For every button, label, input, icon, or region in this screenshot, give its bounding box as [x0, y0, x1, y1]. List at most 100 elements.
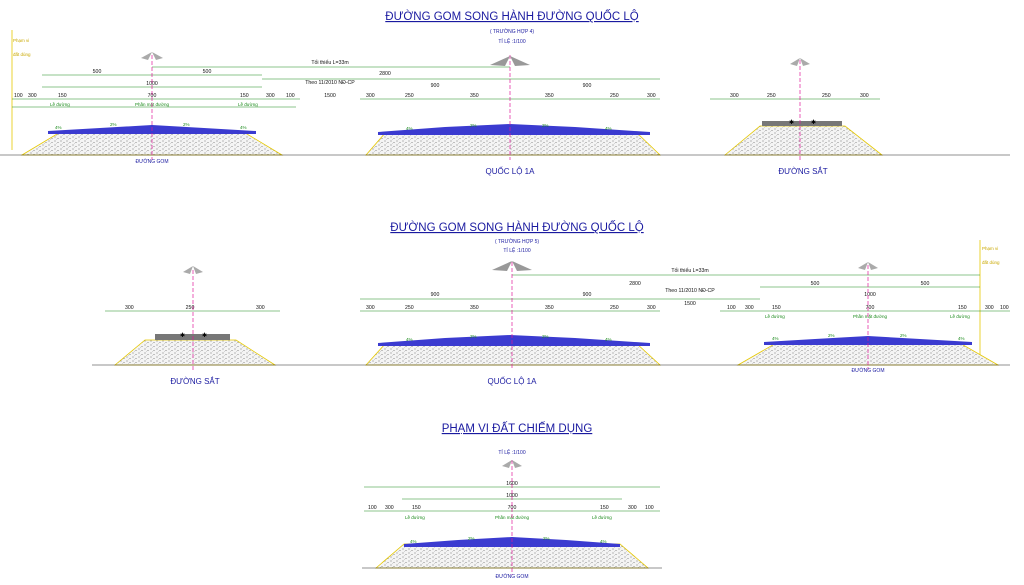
lamp-icon-s2a-r — [193, 266, 203, 274]
lamp-icon-s2c-l — [858, 262, 868, 270]
rail-bed-s2 — [155, 334, 230, 340]
dim-250-s1a: 250 — [405, 93, 414, 99]
section3-title: PHẠM VI ĐẤT CHIẾM DỤNG — [442, 422, 593, 435]
lamp-icon-s1c-l — [790, 58, 800, 66]
dim-toi-thieu-s2: Tối thiểu L=33m — [671, 267, 708, 274]
embankment-quoc-lo-s1 — [365, 131, 661, 156]
dim-300-s2a: 300 — [125, 305, 134, 311]
dim-1500-s2: 1500 — [684, 301, 696, 307]
section1-case: ( TRƯỜNG HỢP 4) — [490, 28, 534, 35]
dim-900-s1a: 900 — [431, 83, 440, 89]
dim-300-s1c: 300 — [366, 93, 375, 99]
slope-4-s2d: 4% — [958, 336, 965, 341]
dim-700-s1: 700 — [148, 93, 157, 99]
pavement-quoc-lo-s2 — [378, 335, 650, 346]
slope-4-s2c: 4% — [772, 336, 779, 341]
dim-300-s2b: 300 — [256, 305, 265, 311]
slope-2-s3a: 2% — [468, 536, 475, 541]
note-pham-vi: Phạm vi — [13, 38, 29, 43]
label-le-duong-s2a: Lề đường — [765, 314, 785, 319]
dim-300-s1a: 300 — [28, 93, 37, 99]
label-phan-mat-duong-s2: Phần mặt đường — [853, 314, 887, 319]
embankment-duong-sat-s1 — [723, 125, 884, 156]
section2-case: ( TRƯỜNG HỢP 5) — [495, 238, 539, 245]
pavement-quoc-lo-s1 — [378, 124, 650, 135]
dim-100-s2a: 100 — [727, 305, 736, 311]
slope-4-s1c: 4% — [406, 126, 413, 131]
note-dat-dung-s2: đất dùng — [982, 260, 1000, 265]
label-le-duong-s1a: Lề đường — [50, 102, 70, 107]
embankment-quoc-lo-s2 — [365, 342, 662, 366]
dim-100-s1a: 100 — [14, 93, 23, 99]
section1-title: ĐƯỜNG GOM SONG HÀNH ĐƯỜNG QUỐC LỘ — [385, 9, 638, 23]
dim-300-s2e: 300 — [745, 305, 754, 311]
dim-500-b: 500 — [203, 69, 212, 75]
section2-scale: TỈ LỆ :1/100 — [503, 246, 530, 254]
dim-100-s3a: 100 — [368, 505, 377, 511]
lamp-icon-s2b-l — [492, 261, 512, 271]
dim-300-s3b: 300 — [628, 505, 637, 511]
dim-500-a: 500 — [93, 69, 102, 75]
centerlines-s1 — [151, 55, 801, 160]
dim-300-s2d: 300 — [647, 305, 656, 311]
dim-150-s3a: 150 — [412, 505, 421, 511]
dim-250-s1b: 250 — [610, 93, 619, 99]
rail-mark-b-s1: ✱ — [811, 119, 816, 126]
slope-2-s3b: 2% — [543, 536, 550, 541]
label-quoc-lo-s1: QUỐC LỘ 1A — [486, 166, 536, 176]
dim-300-s2c: 300 — [366, 305, 375, 311]
dim-250-s1d: 250 — [822, 93, 831, 99]
dim-300-s3a: 300 — [385, 505, 394, 511]
note-pham-vi-s2: Phạm vi — [982, 246, 998, 251]
label-quoc-lo-s2: QUỐC LỘ 1A — [488, 376, 538, 386]
dim-1500-s1: 1500 — [324, 93, 336, 99]
dim-1000-s2: 1000 — [864, 292, 876, 298]
dim-150-s1a: 150 — [58, 93, 67, 99]
lamp-icon-s1b-l — [490, 56, 510, 66]
dim-300-s1e: 300 — [730, 93, 739, 99]
dim-theo-nd-s2: Theo 11/2010 NĐ-CP — [665, 288, 715, 294]
dim-300-s1d: 300 — [647, 93, 656, 99]
slope-2-s2b: 2% — [542, 334, 549, 339]
slope-2-s1b: 2% — [183, 122, 190, 127]
dim-300-s1f: 300 — [860, 93, 869, 99]
label-le-duong-s3a: Lề đường — [405, 515, 425, 520]
label-le-duong-s3b: Lề đường — [592, 515, 612, 520]
dim-250-s1c: 250 — [767, 93, 776, 99]
slope-4-s3a: 4% — [410, 539, 417, 544]
dim-1000-s1: 1000 — [146, 81, 158, 87]
rail-bed-s1 — [762, 121, 842, 126]
slope-4-s3b: 4% — [600, 539, 607, 544]
label-le-duong-s2b: Lề đường — [950, 314, 970, 319]
label-duong-sat-s1: ĐƯỜNG SẮT — [778, 167, 827, 176]
dim-700-s2: 700 — [866, 305, 875, 311]
dim-150-s2a: 150 — [772, 305, 781, 311]
dim-900-s1b: 900 — [583, 83, 592, 89]
embankment-duong-sat-s2 — [113, 339, 277, 366]
dim-350-s2b: 350 — [545, 305, 554, 311]
dim-350-s1a: 350 — [470, 93, 479, 99]
slope-2-s1d: 2% — [542, 123, 549, 128]
slope-2-s1a: 2% — [110, 122, 117, 127]
lamp-icon-s1a-l — [141, 52, 152, 60]
rail-mark-a-s2: ✱ — [180, 332, 185, 339]
dim-300-s1b: 300 — [266, 93, 275, 99]
dim-lines-s2 — [105, 274, 1010, 312]
section2-title: ĐƯỜNG GOM SONG HÀNH ĐƯỜNG QUỐC LỘ — [390, 220, 643, 234]
dim-2800-s1: 2800 — [379, 71, 391, 77]
slope-2-s2d: 2% — [900, 333, 907, 338]
lamp-icon-s1b-r — [510, 56, 530, 66]
lamp-icon-s2b-r — [512, 261, 532, 271]
dim-500-s2a: 500 — [811, 281, 820, 287]
label-duong-gom-s2: ĐƯỜNG GOM — [851, 367, 884, 374]
lamp-icon-s1c-r — [800, 58, 810, 66]
label-duong-gom-s3: ĐƯỜNG GOM — [495, 573, 528, 580]
rail-mark-a-s1: ✱ — [789, 119, 794, 126]
dim-100-s2b: 100 — [1000, 305, 1009, 311]
lamp-icon-s1a-r — [152, 52, 163, 60]
lamp-icon-s3-l — [502, 460, 512, 468]
note-dat-dung: đất dùng — [13, 52, 31, 57]
dim-150-s3b: 150 — [600, 505, 609, 511]
section1-scale: TỈ LỆ :1/100 — [498, 37, 525, 45]
